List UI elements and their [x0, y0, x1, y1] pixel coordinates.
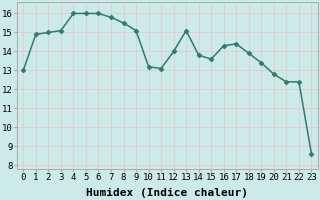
X-axis label: Humidex (Indice chaleur): Humidex (Indice chaleur): [86, 188, 248, 198]
